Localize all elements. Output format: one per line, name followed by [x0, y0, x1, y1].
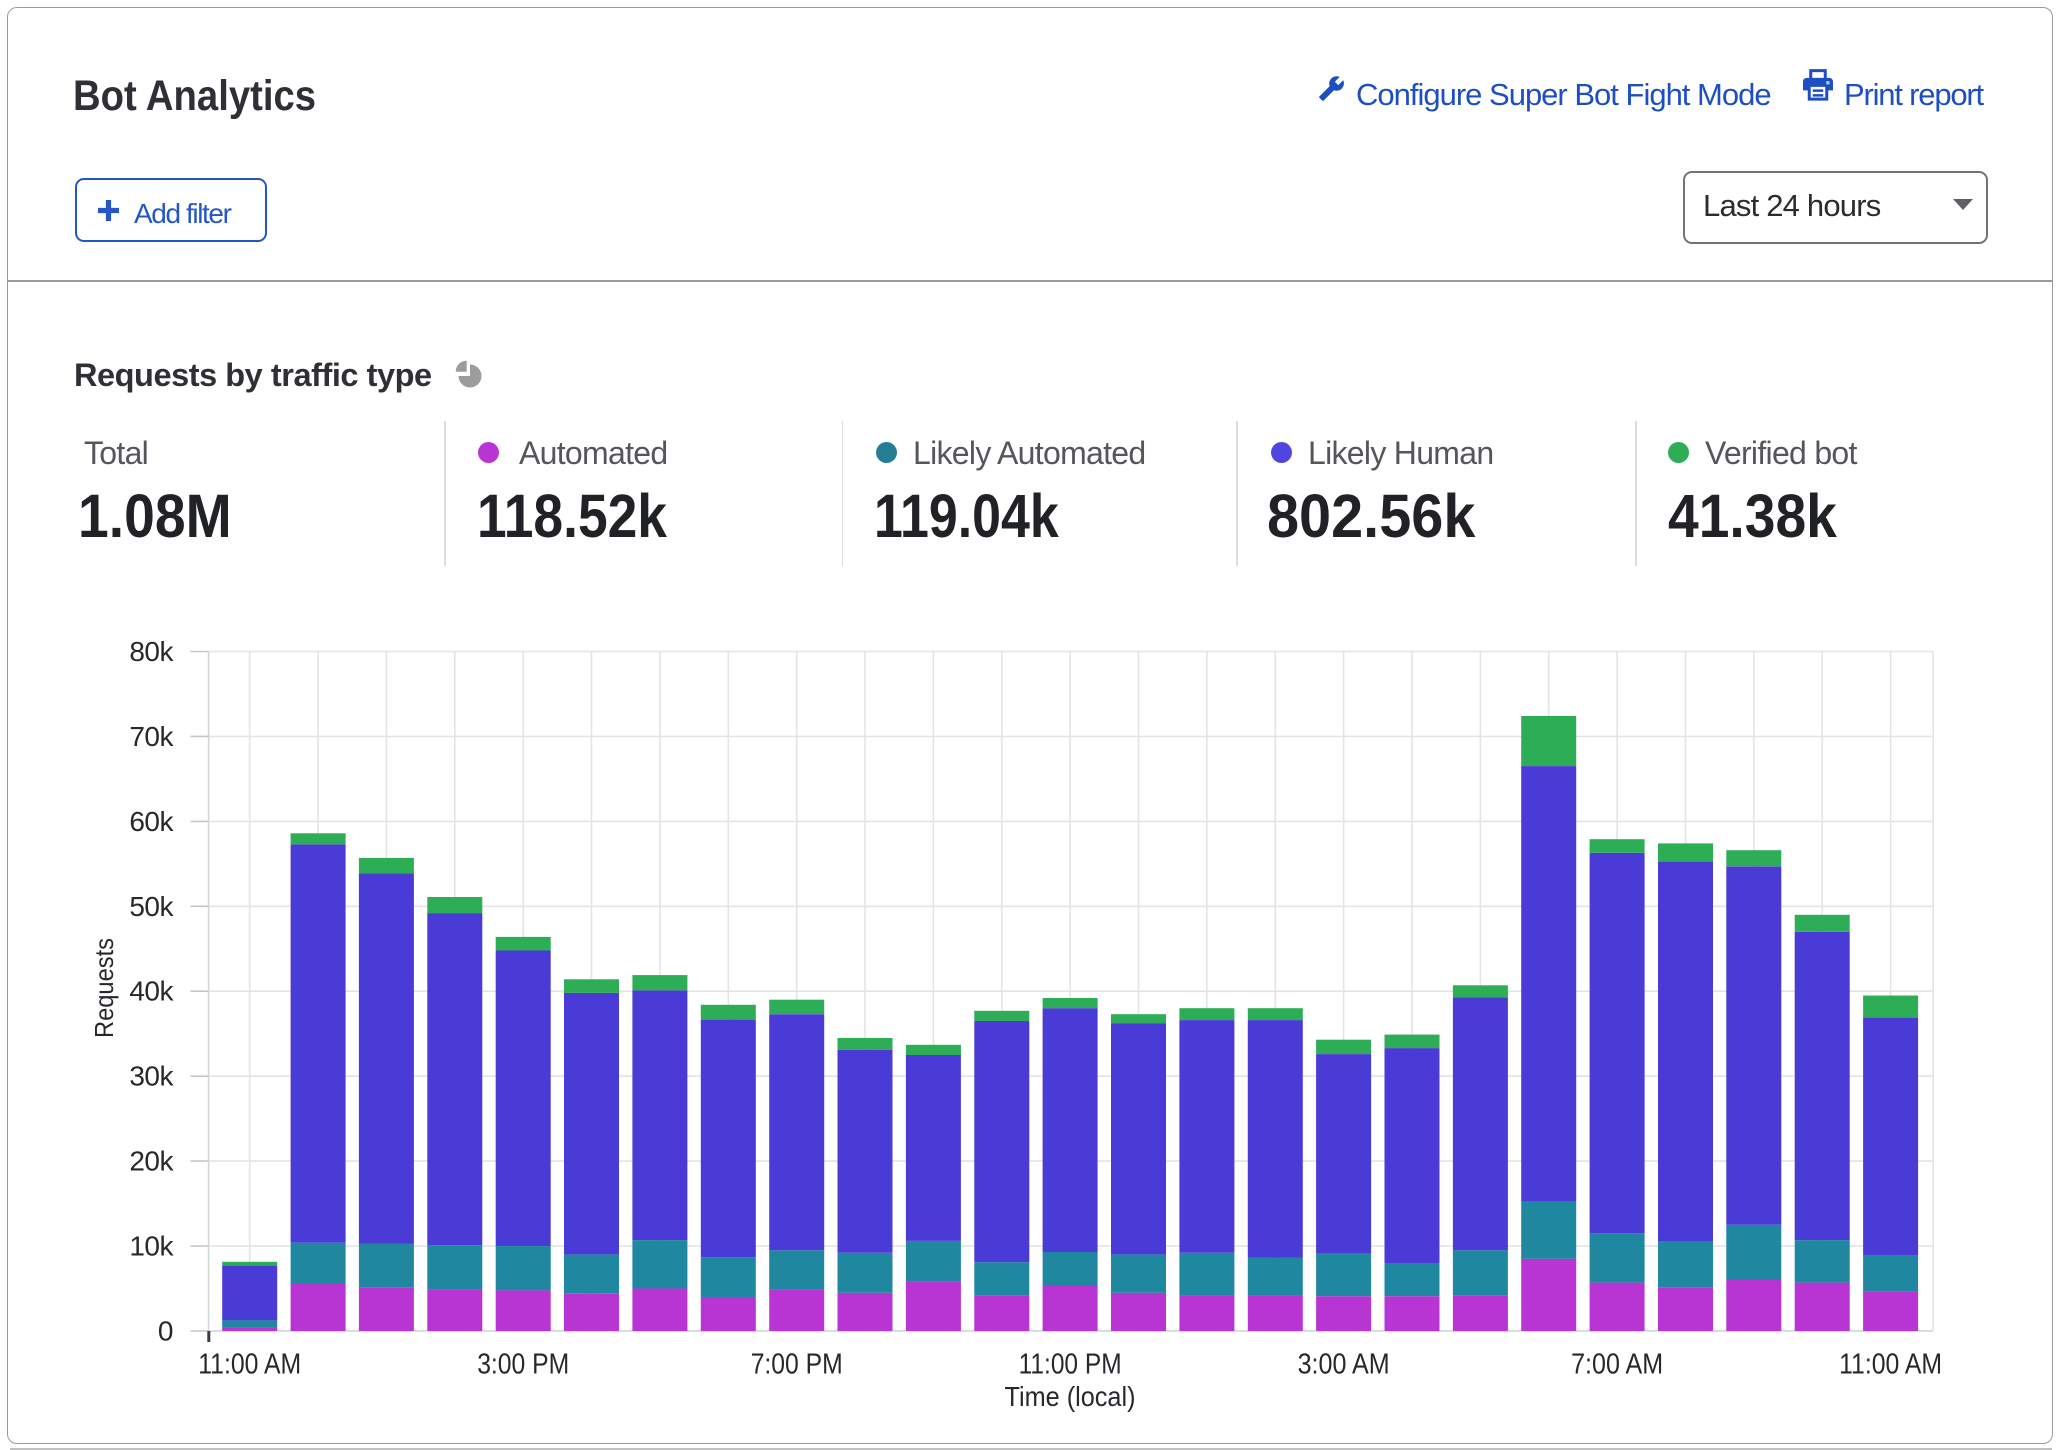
svg-text:80k: 80k — [129, 636, 174, 667]
svg-text:7:00 AM: 7:00 AM — [1571, 1348, 1663, 1380]
svg-text:3:00 AM: 3:00 AM — [1298, 1348, 1390, 1380]
svg-text:11:00 AM: 11:00 AM — [198, 1348, 301, 1380]
svg-text:20k: 20k — [129, 1146, 174, 1177]
svg-text:50k: 50k — [129, 891, 174, 922]
svg-text:60k: 60k — [129, 806, 174, 837]
svg-text:70k: 70k — [129, 721, 174, 752]
svg-text:10k: 10k — [129, 1231, 174, 1262]
svg-text:7:00 PM: 7:00 PM — [751, 1348, 843, 1380]
svg-text:11:00 AM: 11:00 AM — [1839, 1348, 1942, 1380]
svg-text:40k: 40k — [129, 976, 174, 1007]
svg-text:0: 0 — [158, 1316, 173, 1347]
svg-text:30k: 30k — [129, 1061, 174, 1092]
svg-text:Time (local): Time (local) — [1005, 1381, 1136, 1412]
svg-text:3:00 PM: 3:00 PM — [477, 1348, 569, 1380]
svg-text:11:00 PM: 11:00 PM — [1019, 1348, 1122, 1380]
svg-text:Requests: Requests — [89, 938, 119, 1038]
